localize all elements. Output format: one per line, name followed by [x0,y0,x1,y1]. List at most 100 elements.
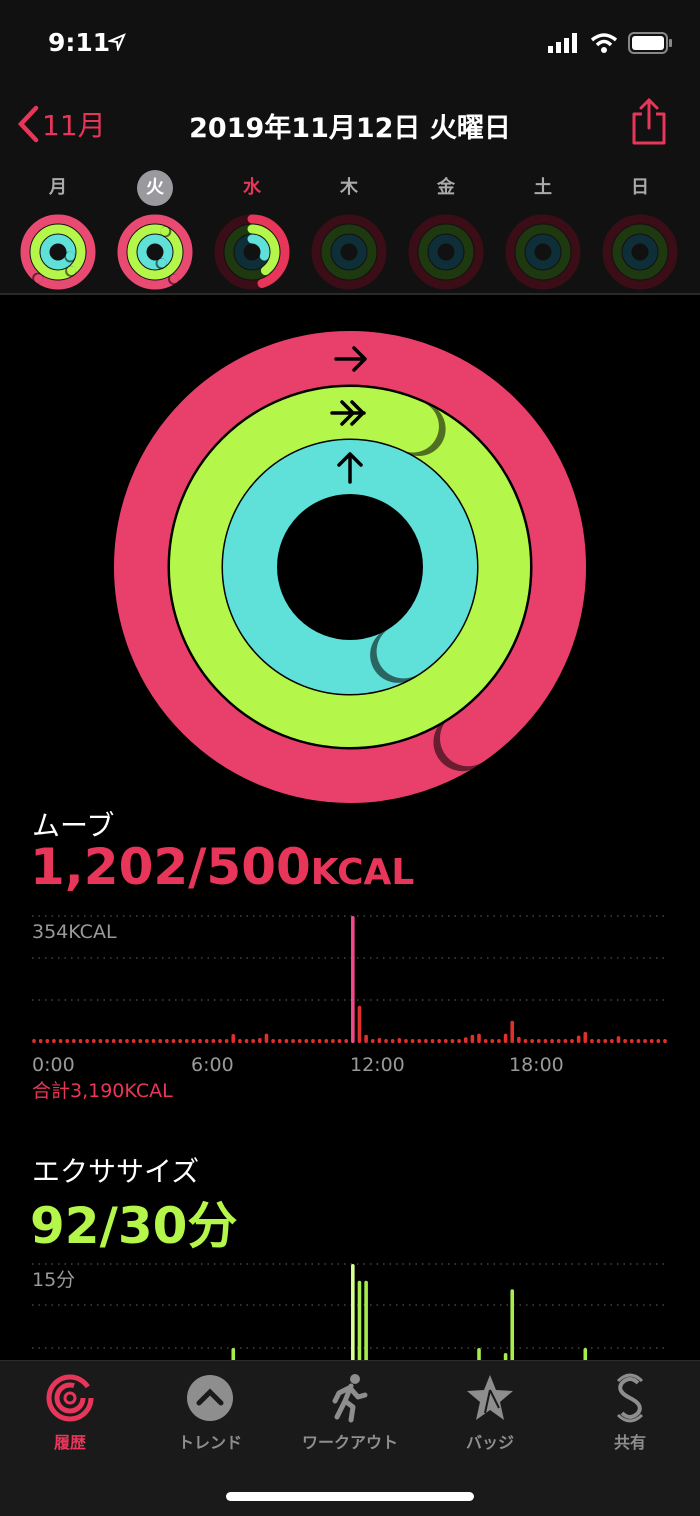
bar [497,1039,501,1043]
bar [52,1039,56,1043]
bar [204,1039,209,1043]
bar [337,1039,342,1043]
bar [244,1039,249,1043]
bar [384,1039,388,1043]
tab-label: ワークアウト [301,1433,398,1452]
bar [483,1039,488,1043]
bar [444,1039,448,1043]
back-label: 11月 [42,109,106,142]
mini-move-ring-track [311,214,387,290]
tab-label: 履歴 [53,1433,86,1452]
move-value-number: 1,202/500 [30,838,311,896]
bar [556,1039,561,1043]
y-max-label: 15分 [32,1269,75,1291]
bar [165,1039,169,1043]
bar [470,1034,475,1043]
bar [550,1039,554,1043]
tab-workout[interactable]: ワークアウト [280,1373,420,1453]
activity-rings [114,331,586,803]
bar [530,1039,534,1043]
week-selector: 月火水 木 金 土 日 [0,170,700,290]
tab-badges[interactable]: バッジ [420,1373,560,1453]
bar [231,1034,236,1043]
bar [616,1036,621,1043]
tab-history[interactable]: 履歴 [0,1373,140,1453]
bar [151,1039,156,1043]
day-2[interactable]: 水 [212,170,292,292]
signal-icon [548,33,577,53]
home-indicator[interactable] [226,1492,474,1501]
tab-sharing[interactable]: 共有 [560,1373,700,1453]
tab-trends[interactable]: トレンド [140,1373,280,1453]
bar [131,1039,136,1043]
y-max-label: 354KCAL [32,921,117,943]
mini-exercise-ring-end-cap [160,226,170,236]
back-button[interactable]: 11月 [16,104,106,144]
exercise-double-arrow-icon [330,400,366,426]
bar [277,1039,282,1043]
bar [191,1039,196,1043]
bar [437,1039,441,1043]
bar [65,1039,70,1043]
bar [78,1039,83,1043]
bar [417,1039,422,1043]
day-1[interactable]: 火 [115,170,195,292]
bar [663,1039,667,1043]
bar [304,1039,309,1043]
bar [258,1037,262,1043]
bar [610,1039,614,1043]
bar [656,1039,661,1043]
bar [390,1039,395,1043]
bar [238,1039,242,1043]
exercise-value: 92/30分 [30,1197,238,1255]
x-tick-label: 0:00 [32,1054,75,1075]
day-label: 土 [534,177,552,198]
bar [623,1039,627,1043]
bar [357,1005,362,1043]
bar [138,1039,143,1043]
history-rings-icon [46,1374,94,1422]
mini-move-ring-end-cap [34,274,44,284]
mini-exercise-ring-track [515,224,571,280]
exercise-ring-end-cap [386,400,439,453]
mini-move-ring-fill [117,214,193,290]
mini-activity-rings [408,214,484,290]
bar [643,1039,647,1043]
bar [517,1036,521,1043]
move-total: 合計3,190KCAL [32,1080,173,1102]
bar [636,1039,641,1043]
share-icon[interactable] [630,98,668,146]
bar [463,1037,468,1043]
mini-activity-rings [214,214,290,290]
bar [649,1039,654,1043]
bar [331,1039,335,1043]
bar [85,1039,89,1043]
bar [311,1039,315,1043]
move-value: 1,202/500KCAL [30,838,414,896]
day-6[interactable]: 日 [600,170,680,292]
bar [490,1039,495,1043]
sharing-icon [616,1373,644,1423]
bar [198,1039,202,1043]
mini-move-ring-fill [20,214,96,290]
bar [291,1039,295,1043]
mini-stand-ring-track [525,234,561,270]
bar [457,1039,461,1043]
day-label: 木 [340,177,358,198]
day-5[interactable]: 土 [503,170,583,292]
page-title: 2019年11月12日 火曜日 [189,113,511,144]
bar [563,1039,568,1043]
bar [218,1039,222,1043]
battery-icon [628,32,672,54]
bar [629,1039,634,1043]
x-tick-label: 18:00 [509,1054,564,1075]
day-0[interactable]: 月 [18,170,98,292]
mini-stand-ring-end-cap [65,251,75,261]
bar [424,1039,428,1043]
bar [364,1034,368,1043]
bar [523,1039,528,1043]
mini-stand-ring-fill [137,234,173,270]
day-3[interactable]: 木 [309,170,389,292]
day-4[interactable]: 金 [406,170,486,292]
mini-move-ring-end-cap [169,274,179,284]
